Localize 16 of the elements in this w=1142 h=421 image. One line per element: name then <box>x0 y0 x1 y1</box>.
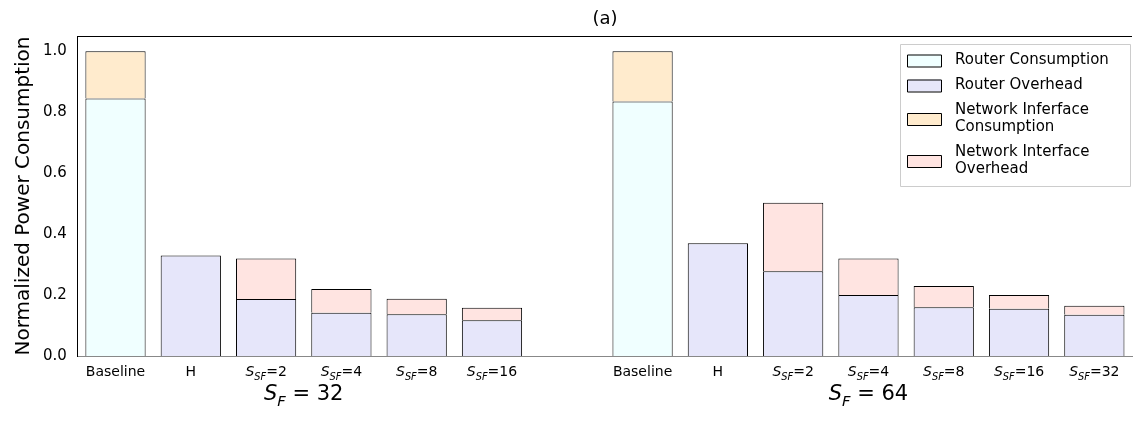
y-tick-label: 0.8 <box>43 102 67 121</box>
y-axis-title: Normalized Power Consumption <box>10 36 35 356</box>
y-tick-label: 0.4 <box>43 223 67 242</box>
legend-label: Network Inferface Consumption <box>955 100 1089 136</box>
x-tick-label: H <box>185 363 197 379</box>
x-tick-label: Baseline <box>85 363 146 379</box>
legend-label: Router Consumption <box>955 50 1109 69</box>
y-tick-label: 0.6 <box>43 163 67 182</box>
chart-title: (a) <box>592 7 618 28</box>
legend-label: Router Overhead <box>955 75 1083 94</box>
y-tick-label: 1.0 <box>43 41 67 60</box>
x-tick-label: H <box>712 363 724 379</box>
y-tick-label: 0.0 <box>43 345 67 364</box>
y-tick-label: 0.2 <box>43 284 67 303</box>
x-tick-label: Baseline <box>612 363 673 379</box>
legend-label: Network Interface Overhead <box>955 142 1090 178</box>
